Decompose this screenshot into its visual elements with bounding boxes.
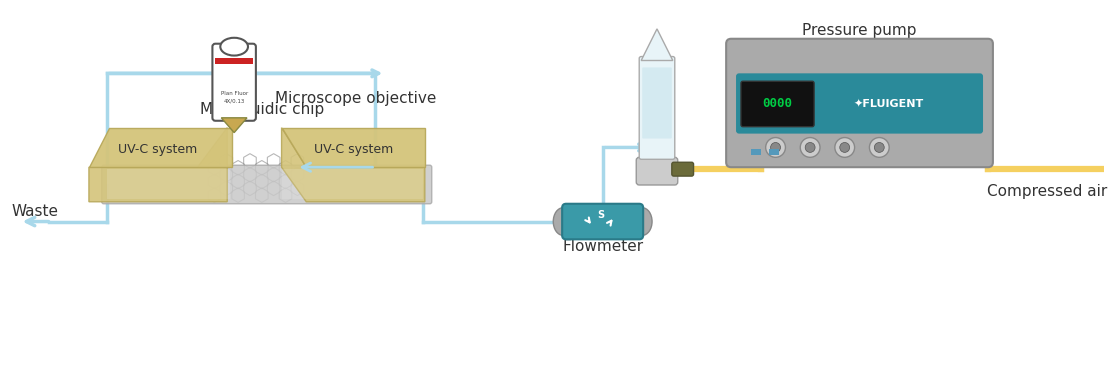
Text: ✦FLUIGENT: ✦FLUIGENT: [855, 99, 924, 109]
Polygon shape: [221, 118, 247, 132]
Bar: [751, 149, 761, 155]
FancyBboxPatch shape: [671, 162, 694, 176]
Text: UV-C system: UV-C system: [314, 143, 393, 156]
Text: 4X/0.13: 4X/0.13: [223, 98, 245, 103]
Bar: [768, 149, 779, 155]
FancyBboxPatch shape: [102, 165, 432, 204]
Polygon shape: [107, 169, 230, 199]
Circle shape: [800, 138, 820, 157]
Circle shape: [875, 142, 885, 152]
Text: Plan Fluor: Plan Fluor: [220, 91, 248, 95]
Text: Microfluidic chip: Microfluidic chip: [200, 102, 324, 117]
Text: S: S: [598, 210, 604, 219]
Circle shape: [869, 138, 889, 157]
FancyBboxPatch shape: [562, 204, 643, 239]
Polygon shape: [641, 29, 672, 61]
FancyBboxPatch shape: [736, 73, 983, 134]
FancyBboxPatch shape: [726, 39, 993, 167]
Polygon shape: [281, 128, 424, 202]
Text: UV-C system: UV-C system: [118, 143, 198, 156]
Polygon shape: [281, 169, 423, 199]
Text: 0000: 0000: [763, 98, 793, 110]
Circle shape: [805, 142, 815, 152]
Text: Flowmeter: Flowmeter: [562, 239, 643, 254]
Ellipse shape: [632, 208, 652, 235]
Circle shape: [771, 142, 781, 152]
Text: Waste: Waste: [11, 204, 58, 219]
Polygon shape: [89, 128, 232, 167]
FancyBboxPatch shape: [212, 44, 256, 121]
Text: Pressure pump: Pressure pump: [802, 23, 917, 39]
Bar: [216, 58, 252, 65]
Circle shape: [765, 138, 785, 157]
Ellipse shape: [220, 38, 248, 55]
Circle shape: [840, 142, 850, 152]
Circle shape: [834, 138, 855, 157]
Text: Compressed air: Compressed air: [987, 184, 1107, 199]
FancyBboxPatch shape: [639, 57, 675, 159]
Polygon shape: [281, 128, 424, 167]
FancyBboxPatch shape: [642, 68, 671, 139]
FancyBboxPatch shape: [741, 81, 814, 127]
Text: Microscope objective: Microscope objective: [275, 91, 437, 106]
Ellipse shape: [553, 208, 573, 235]
FancyBboxPatch shape: [637, 157, 678, 185]
Polygon shape: [89, 128, 227, 202]
